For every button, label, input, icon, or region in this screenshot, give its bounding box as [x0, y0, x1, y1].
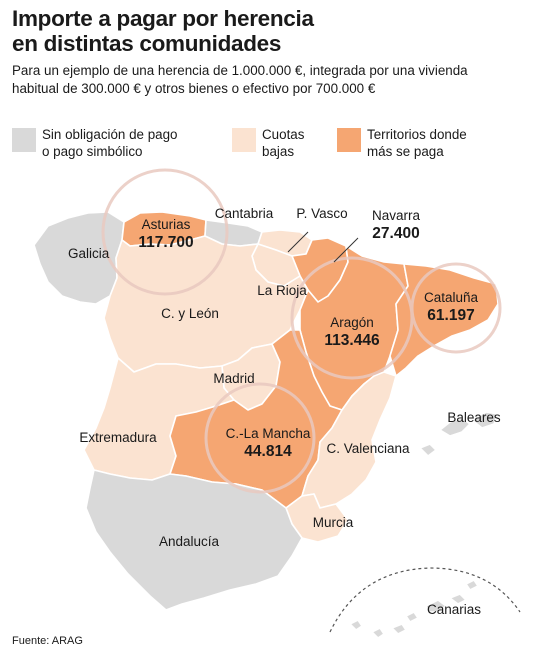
leader-lines	[287, 231, 359, 263]
value-cataluna: 61.197	[427, 307, 474, 324]
label-cataluna: Cataluña	[424, 290, 479, 305]
legend-label-low: Cuotas bajas	[262, 126, 304, 160]
legend-swatch-low	[232, 128, 256, 152]
legend-low-line-1: Cuotas	[262, 127, 305, 142]
label-cantabria: Cantabria	[215, 206, 274, 221]
title-line-2: en distintas comunidades	[12, 31, 282, 56]
page-title: Importe a pagar por herencia en distinta…	[12, 6, 542, 56]
legend-low-line-2: bajas	[262, 144, 295, 159]
value-navarra: 27.400	[372, 225, 419, 242]
label-murcia: Murcia	[313, 515, 354, 530]
legend-swatch-high	[337, 128, 361, 152]
label-andalucia: Andalucía	[159, 534, 220, 549]
label-larioja: La Rioja	[257, 283, 307, 298]
label-madrid: Madrid	[213, 371, 254, 386]
regions-layer	[33, 211, 499, 639]
label-aragon: Aragón	[330, 315, 374, 330]
label-pvasco: P. Vasco	[296, 206, 347, 221]
highlight-circle-asturias	[101, 168, 229, 296]
legend-item-low: Cuotas bajas	[232, 126, 332, 160]
legend-none-line-1: Sin obligación de pago	[42, 127, 178, 142]
region-andalucia[interactable]	[85, 469, 303, 611]
region-cvalenciana[interactable]	[301, 371, 397, 509]
highlight-circle-cataluna	[410, 262, 502, 354]
label-cvalenciana: C. Valenciana	[326, 441, 410, 456]
value-asturias: 117.700	[138, 234, 193, 251]
legend-high-line-1: Territorios donde	[367, 127, 467, 142]
leader-line-navarra	[333, 237, 359, 263]
subtitle-line-2: habitual de 300.000 € y otros bienes o e…	[12, 81, 376, 96]
label-cyleon: C. y León	[161, 306, 219, 321]
canarias-inset-arc	[329, 567, 521, 633]
label-baleares: Baleares	[447, 410, 501, 425]
region-canarias[interactable]	[349, 579, 479, 639]
value-clamancha: 44.814	[244, 443, 292, 460]
label-asturias: Asturias	[142, 217, 191, 232]
source-note: Fuente: ARAG	[12, 635, 83, 647]
region-labels: Galicia Asturias 117.700 Cantabria P. Va…	[68, 206, 501, 617]
legend-swatch-none	[12, 128, 36, 152]
legend-none-line-2: o pago simbólico	[42, 144, 143, 159]
highlight-circle-clamancha	[204, 382, 316, 494]
region-baleares[interactable]	[419, 411, 499, 457]
legend-label-high: Territorios donde más se paga	[367, 126, 467, 160]
subtitle: Para un ejemplo de una herencia de 1.000…	[12, 62, 542, 98]
leader-line-pvasco	[287, 231, 309, 253]
legend-item-high: Territorios donde más se paga	[337, 126, 537, 160]
subtitle-line-1: Para un ejemplo de una herencia de 1.000…	[12, 63, 468, 78]
value-aragon: 113.446	[324, 332, 380, 349]
title-line-1: Importe a pagar por herencia	[12, 6, 314, 31]
legend-item-none: Sin obligación de pago o pago simbólico	[12, 126, 212, 160]
label-canarias: Canarias	[427, 602, 481, 617]
label-extremadura: Extremadura	[79, 430, 157, 445]
legend-label-none: Sin obligación de pago o pago simbólico	[42, 126, 178, 160]
label-navarra: Navarra	[372, 208, 421, 223]
legend-high-line-2: más se paga	[367, 144, 444, 159]
region-cataluna[interactable]	[389, 263, 499, 377]
highlight-circles	[101, 168, 502, 494]
label-galicia: Galicia	[68, 246, 110, 261]
label-clamancha: C.-La Mancha	[226, 426, 311, 441]
